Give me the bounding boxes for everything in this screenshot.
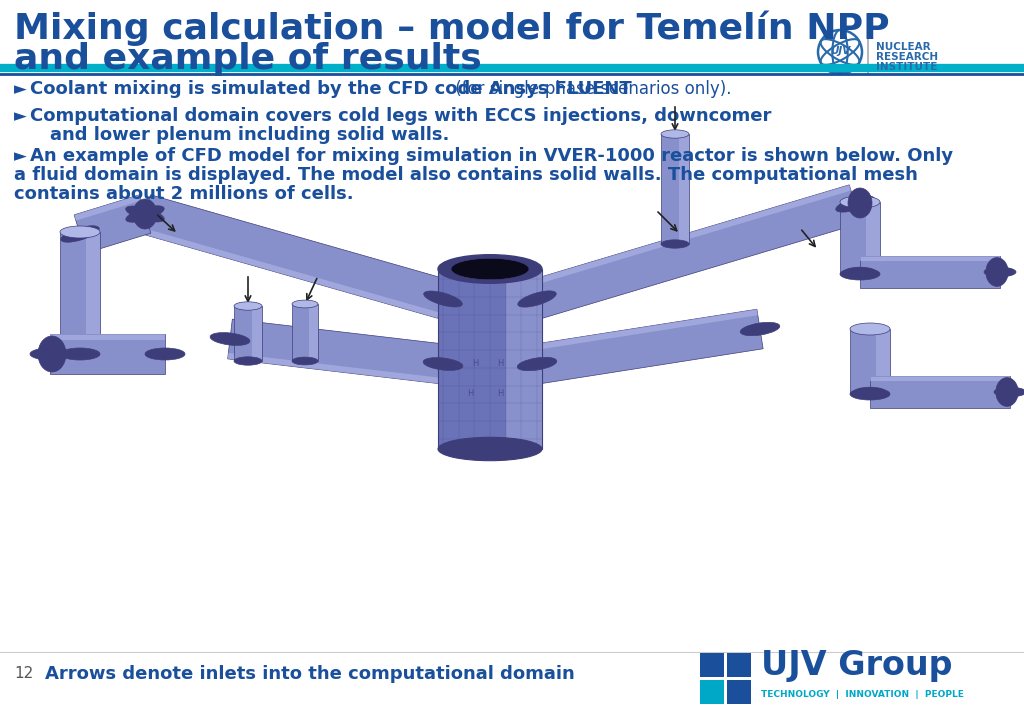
Polygon shape (50, 334, 165, 374)
Ellipse shape (234, 302, 262, 310)
Text: H: H (472, 360, 478, 369)
Text: H: H (497, 390, 503, 398)
Ellipse shape (518, 291, 556, 307)
Bar (727, 680, 751, 704)
Text: An example of CFD model for mixing simulation in VVER-1000 reactor is shown belo: An example of CFD model for mixing simul… (30, 147, 953, 165)
Bar (700, 653, 724, 677)
Polygon shape (870, 376, 1010, 408)
Polygon shape (74, 195, 151, 253)
Text: ►: ► (14, 147, 27, 165)
Text: Arrows denote inlets into the computational domain: Arrows denote inlets into the computatio… (45, 665, 574, 683)
Text: ►: ► (14, 80, 27, 98)
Text: and lower plenum including solid walls.: and lower plenum including solid walls. (50, 126, 450, 144)
Bar (60, 232, 100, 354)
Polygon shape (139, 227, 439, 319)
Bar (252, 306, 262, 361)
Text: UJV Group: UJV Group (761, 649, 952, 681)
Polygon shape (531, 185, 851, 285)
Polygon shape (860, 256, 1000, 288)
Ellipse shape (210, 332, 250, 345)
Ellipse shape (662, 240, 689, 248)
Bar (850, 329, 890, 394)
Ellipse shape (126, 206, 164, 222)
Text: H: H (467, 390, 473, 398)
Ellipse shape (840, 268, 880, 280)
Bar (309, 304, 318, 361)
Text: H: H (497, 360, 503, 369)
Ellipse shape (517, 358, 557, 371)
Text: NUCLEAR: NUCLEAR (876, 42, 931, 52)
Text: Coolant mixing is simulated by the CFD code Ansys FLUENT: Coolant mixing is simulated by the CFD c… (30, 80, 632, 98)
Text: 12: 12 (14, 667, 33, 681)
Ellipse shape (854, 387, 886, 397)
Ellipse shape (60, 226, 100, 238)
Bar (234, 306, 262, 361)
Ellipse shape (740, 322, 780, 336)
Text: INSTITUTE: INSTITUTE (876, 62, 937, 72)
Text: Mixing calculation – model for Temelín NPP: Mixing calculation – model for Temelín N… (14, 10, 890, 46)
Bar (866, 202, 880, 274)
Text: ►: ► (14, 107, 27, 125)
Bar (506, 269, 542, 449)
Ellipse shape (292, 300, 318, 308)
Ellipse shape (38, 336, 66, 372)
Ellipse shape (60, 226, 99, 243)
Bar (86, 232, 100, 354)
Polygon shape (74, 195, 141, 221)
Ellipse shape (986, 258, 1009, 287)
Text: (for single-phase scenarios only).: (for single-phase scenarios only). (450, 80, 731, 98)
Bar (438, 269, 542, 449)
Ellipse shape (995, 378, 1018, 406)
Ellipse shape (994, 387, 1024, 397)
Ellipse shape (844, 267, 876, 277)
Ellipse shape (850, 388, 890, 400)
Polygon shape (227, 319, 445, 384)
Text: ÚJV: ÚJV (829, 44, 850, 56)
Polygon shape (534, 309, 763, 384)
Text: contains about 2 millions of cells.: contains about 2 millions of cells. (14, 185, 353, 203)
Text: and example of results: and example of results (14, 42, 481, 76)
Text: a fluid domain is displayed. The model also contains solid walls. The computatio: a fluid domain is displayed. The model a… (14, 166, 918, 184)
Polygon shape (870, 376, 1010, 381)
Polygon shape (50, 334, 165, 340)
Ellipse shape (438, 255, 542, 283)
Bar (876, 329, 890, 394)
Ellipse shape (836, 196, 874, 212)
Ellipse shape (292, 357, 318, 365)
Ellipse shape (984, 267, 1016, 277)
Ellipse shape (133, 199, 157, 229)
Bar (700, 680, 724, 704)
Ellipse shape (424, 291, 462, 307)
Polygon shape (860, 256, 1000, 261)
Text: Computational domain covers cold legs with ECCS injections, downcomer: Computational domain covers cold legs wi… (30, 107, 771, 125)
Polygon shape (139, 195, 449, 319)
Polygon shape (227, 353, 441, 384)
Ellipse shape (840, 196, 880, 208)
Bar (840, 202, 880, 274)
Text: RESEARCH: RESEARCH (876, 52, 938, 62)
Bar (727, 653, 751, 677)
Text: TECHNOLOGY  |  INNOVATION  |  PEOPLE: TECHNOLOGY | INNOVATION | PEOPLE (761, 690, 964, 699)
Circle shape (835, 65, 845, 75)
Bar (662, 134, 689, 244)
Ellipse shape (423, 358, 463, 371)
Ellipse shape (451, 258, 529, 279)
Ellipse shape (662, 130, 689, 138)
Ellipse shape (438, 437, 542, 460)
Polygon shape (531, 185, 861, 318)
Ellipse shape (848, 188, 872, 218)
Bar (292, 304, 318, 361)
Ellipse shape (60, 348, 100, 360)
Ellipse shape (30, 348, 70, 360)
Ellipse shape (145, 348, 185, 360)
Ellipse shape (234, 357, 262, 365)
Ellipse shape (850, 323, 890, 335)
Bar (679, 134, 689, 244)
Polygon shape (534, 309, 758, 350)
Ellipse shape (126, 206, 164, 222)
